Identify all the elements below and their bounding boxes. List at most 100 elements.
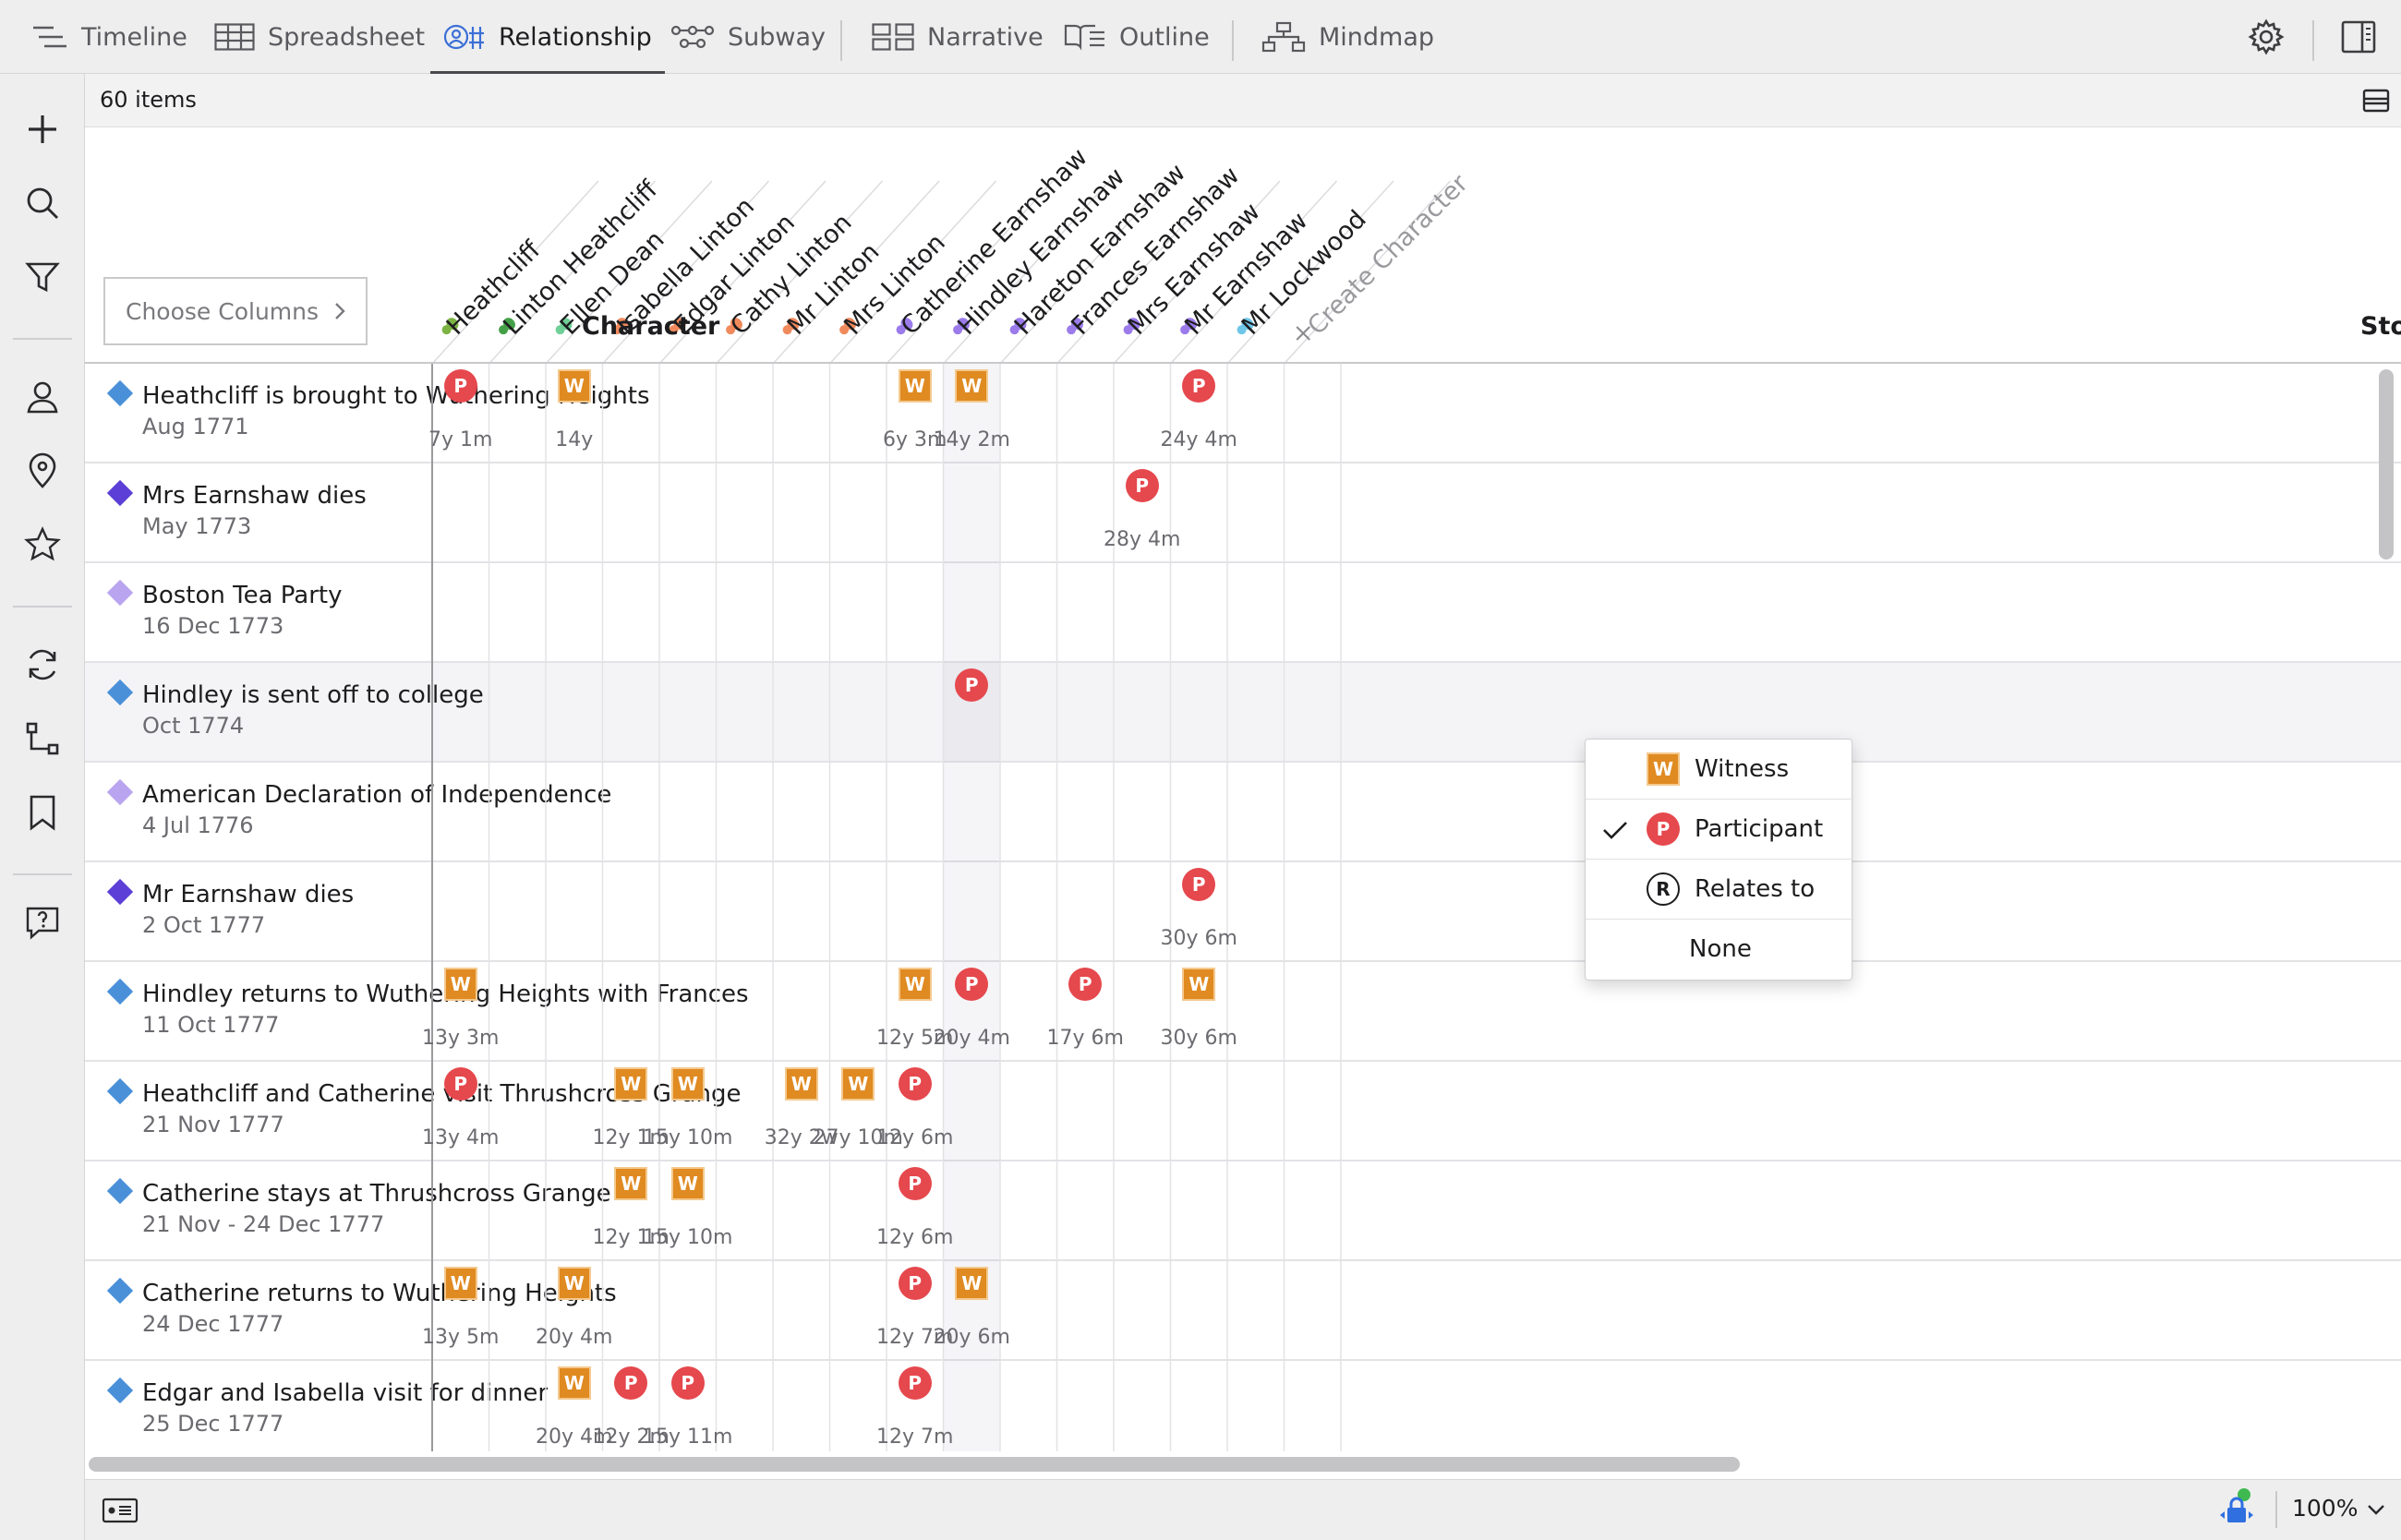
witness-badge-icon[interactable]: W <box>784 1067 818 1101</box>
tab-spreadsheet[interactable]: Spreadsheet <box>214 0 425 74</box>
participant-badge-icon[interactable]: P <box>443 369 477 403</box>
tab-relationship[interactable]: Relationship <box>430 0 665 74</box>
vertical-scrollbar[interactable] <box>2379 369 2394 559</box>
witness-badge-icon[interactable]: W <box>898 968 932 1001</box>
character-age: 13y 5m <box>422 1326 500 1349</box>
tab-outline[interactable]: Outline <box>1064 0 1210 74</box>
spreadsheet-icon <box>214 23 255 51</box>
participant-badge-icon[interactable]: P <box>955 668 989 702</box>
participant-badge-icon[interactable]: P <box>1125 469 1159 502</box>
witness-badge-icon[interactable]: W <box>443 968 477 1001</box>
event-title: Boston Tea Party <box>142 582 343 609</box>
relates-to-badge-icon: R <box>1647 872 1680 906</box>
add-icon[interactable] <box>24 111 61 148</box>
event-diamond-icon <box>106 1077 134 1105</box>
witness-badge-icon[interactable]: W <box>557 369 591 403</box>
character-age: 7y 1m <box>428 428 493 451</box>
card-view-icon[interactable] <box>102 1497 139 1524</box>
menu-item-relates-to[interactable]: R Relates to <box>1586 860 1853 920</box>
witness-badge-icon[interactable]: W <box>670 1067 705 1101</box>
character-label: Character <box>582 312 720 341</box>
participant-badge-icon[interactable]: P <box>898 1267 932 1300</box>
witness-badge-icon[interactable]: W <box>955 1267 989 1300</box>
event-row[interactable]: Hindley is sent off to college Oct 1774 <box>85 663 2401 763</box>
places-pin-icon[interactable] <box>24 452 61 489</box>
participant-badge-icon[interactable]: P <box>955 968 989 1001</box>
witness-badge-icon[interactable]: W <box>1182 968 1216 1001</box>
event-row[interactable]: Boston Tea Party 16 Dec 1773 <box>85 563 2401 663</box>
bookmark-icon[interactable] <box>24 794 61 831</box>
relationship-grid: Heathcliff is brought to Wuthering Heigh… <box>85 364 2401 1451</box>
witness-badge-icon[interactable]: W <box>557 1267 591 1300</box>
participant-badge-icon[interactable]: P <box>443 1067 477 1101</box>
event-row[interactable]: Edgar and Isabella visit for dinner 25 De… <box>85 1361 2401 1451</box>
participant-badge-icon[interactable]: P <box>1182 868 1216 901</box>
character-age: 12y 5m <box>876 1027 954 1050</box>
menu-item-witness[interactable]: W Witness <box>1586 740 1853 800</box>
event-row[interactable]: Catherine stays at Thrushcross Grange 21 … <box>85 1161 2401 1261</box>
participant-badge-icon[interactable]: P <box>898 1366 932 1400</box>
choose-columns-button[interactable]: Choose Columns <box>103 277 368 345</box>
favorites-star-icon[interactable] <box>24 526 61 563</box>
event-row[interactable]: Catherine returns to Wuthering Heights 24… <box>85 1261 2401 1361</box>
menu-item-participant[interactable]: P Participant <box>1586 800 1853 860</box>
participant-badge-icon[interactable]: P <box>898 1067 932 1101</box>
panel-layout-icon[interactable] <box>2362 87 2390 114</box>
event-date: May 1773 <box>142 513 252 539</box>
search-icon[interactable] <box>24 185 61 222</box>
tab-timeline[interactable]: Timeline <box>31 0 187 74</box>
participant-badge-icon[interactable]: P <box>670 1366 705 1400</box>
character-age: 20y 4m <box>536 1326 613 1349</box>
witness-badge-icon[interactable]: W <box>670 1167 705 1200</box>
tab-narrative[interactable]: Narrative <box>872 0 1044 74</box>
lock-sync-status-icon[interactable] <box>2218 1486 2255 1530</box>
character-age: 12y 2m <box>592 1426 670 1449</box>
zoom-level[interactable]: 100% <box>2292 1495 2359 1522</box>
witness-badge-icon[interactable]: W <box>614 1067 648 1101</box>
chevron-down-icon[interactable] <box>2366 1502 2386 1517</box>
event-date: 24 Dec 1777 <box>142 1311 284 1337</box>
event-date: Aug 1771 <box>142 414 249 439</box>
mindmap-icon <box>1261 21 1306 53</box>
character-age: 20y 4m <box>933 1027 1010 1050</box>
characters-person-icon[interactable] <box>24 379 61 415</box>
filter-icon[interactable] <box>24 259 61 295</box>
help-feedback-icon[interactable] <box>24 905 61 942</box>
participant-badge-icon[interactable]: P <box>1068 968 1103 1001</box>
event-diamond-icon <box>106 379 134 407</box>
menu-item-none[interactable]: None <box>1586 920 1853 980</box>
menu-item-label: Relates to <box>1695 875 1816 903</box>
horizontal-scrollbar[interactable] <box>89 1457 1740 1472</box>
event-row[interactable]: Mr Earnshaw dies 2 Oct 1777 <box>85 862 2401 962</box>
tab-subway[interactable]: Subway <box>670 0 826 74</box>
sync-icon[interactable] <box>24 646 61 683</box>
character-age: 12y 1m <box>592 1126 670 1149</box>
sidebar-panel-toggle-icon[interactable] <box>2340 18 2377 55</box>
witness-badge-icon[interactable]: W <box>557 1366 591 1400</box>
connections-icon[interactable] <box>24 720 61 757</box>
witness-badge-icon[interactable]: W <box>841 1067 875 1101</box>
witness-badge-icon[interactable]: W <box>955 369 989 403</box>
tab-mindmap[interactable]: Mindmap <box>1261 0 1434 74</box>
event-row[interactable]: American Declaration of Independence 4 Ju… <box>85 763 2401 862</box>
event-diamond-icon <box>106 878 134 906</box>
participant-badge-icon[interactable]: P <box>1182 369 1216 403</box>
event-date: 16 Dec 1773 <box>142 613 284 639</box>
checkmark-icon <box>1603 822 1627 839</box>
event-row[interactable]: Mrs Earnshaw dies May 1773 <box>85 463 2401 563</box>
witness-badge-icon[interactable]: W <box>443 1267 477 1300</box>
character-age: 17y 6m <box>1046 1027 1124 1050</box>
tab-label: Timeline <box>81 22 187 52</box>
item-count-bar: 60 items <box>85 74 2401 127</box>
participant-badge-icon[interactable]: P <box>614 1366 648 1400</box>
settings-gear-icon[interactable] <box>2248 18 2285 55</box>
character-age: 6y 3m <box>883 428 947 451</box>
character-age: 27y 10m <box>813 1126 903 1149</box>
event-diamond-icon <box>106 679 134 706</box>
participant-badge-icon[interactable]: P <box>898 1167 932 1200</box>
witness-badge-icon[interactable]: W <box>898 369 932 403</box>
witness-badge-icon[interactable]: W <box>614 1167 648 1200</box>
next-column-header: Sto <box>2360 312 2401 341</box>
character-age: 12y 6m <box>876 1226 954 1249</box>
